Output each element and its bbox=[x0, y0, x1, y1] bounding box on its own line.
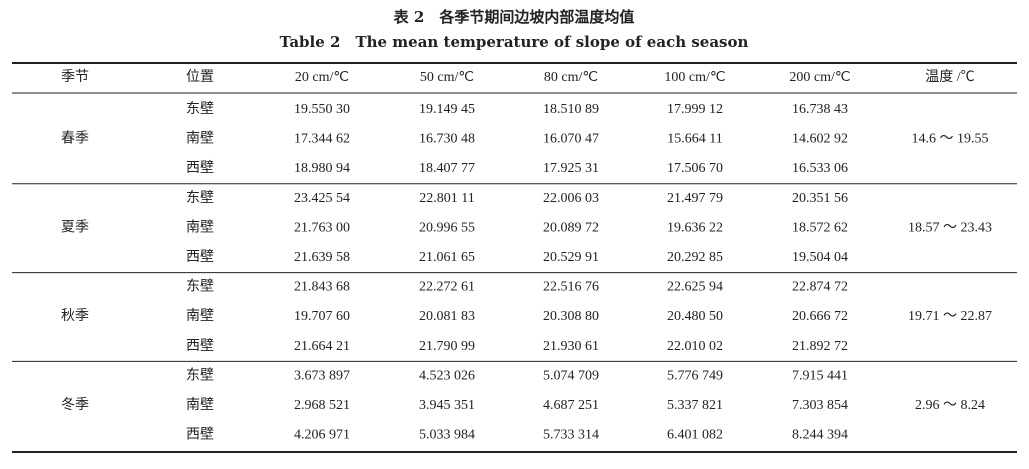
value-cell: 4.523 026 bbox=[419, 368, 475, 383]
value-cell: 16.738 43 bbox=[792, 102, 848, 117]
value-cell: 19.550 30 bbox=[294, 102, 350, 117]
value-cell: 3.673 897 bbox=[294, 368, 350, 383]
range-cell: 18.57 ～ 23.43 bbox=[908, 220, 992, 235]
header-cell: 50 cm/℃ bbox=[420, 70, 474, 85]
value-cell: 15.664 11 bbox=[667, 132, 722, 147]
value-cell: 20.292 85 bbox=[667, 250, 723, 265]
value-cell: 5.033 984 bbox=[419, 428, 475, 443]
header-cell: 温度 /℃ bbox=[925, 69, 974, 85]
header-cell: 20 cm/℃ bbox=[295, 70, 349, 85]
value-cell: 17.344 62 bbox=[294, 132, 350, 147]
value-cell: 18.407 77 bbox=[419, 161, 475, 176]
value-cell: 22.874 72 bbox=[792, 280, 848, 295]
value-cell: 23.425 54 bbox=[294, 191, 350, 206]
value-cell: 6.401 082 bbox=[667, 428, 723, 443]
range-cell: 14.6 ～ 19.55 bbox=[912, 132, 989, 147]
value-cell: 22.801 11 bbox=[419, 191, 474, 206]
value-cell: 21.639 58 bbox=[294, 250, 350, 265]
position-cell: 西壁 bbox=[186, 160, 214, 176]
value-cell: 5.776 749 bbox=[667, 368, 723, 383]
table-title: 表 2 各季节期间边坡内部温度均值 bbox=[394, 8, 635, 26]
header-cell: 位置 bbox=[186, 69, 214, 85]
value-cell: 21.790 99 bbox=[419, 339, 475, 354]
value-cell: 17.999 12 bbox=[667, 102, 723, 117]
position-cell: 西壁 bbox=[186, 427, 214, 443]
value-cell: 8.244 394 bbox=[792, 428, 848, 443]
value-cell: 4.206 971 bbox=[294, 428, 350, 443]
value-cell: 21.061 65 bbox=[419, 250, 475, 265]
value-cell: 2.968 521 bbox=[294, 398, 350, 413]
value-cell: 22.006 03 bbox=[543, 191, 599, 206]
value-cell: 19.636 22 bbox=[667, 220, 723, 235]
range-cell: 19.71 ～ 22.87 bbox=[908, 309, 992, 324]
value-cell: 17.925 31 bbox=[543, 161, 599, 176]
value-cell: 7.303 854 bbox=[792, 398, 848, 413]
value-cell: 21.664 21 bbox=[294, 339, 350, 354]
value-cell: 5.337 821 bbox=[667, 398, 723, 413]
season-cell: 冬季 bbox=[61, 397, 89, 413]
value-cell: 4.687 251 bbox=[543, 398, 599, 413]
value-cell: 5.074 709 bbox=[543, 368, 599, 383]
header-cell: 80 cm/℃ bbox=[544, 70, 598, 85]
value-cell: 20.480 50 bbox=[667, 309, 723, 324]
position-cell: 南壁 bbox=[186, 131, 214, 147]
position-cell: 南壁 bbox=[186, 219, 214, 235]
position-cell: 东壁 bbox=[186, 279, 214, 295]
position-cell: 东壁 bbox=[186, 101, 214, 117]
value-cell: 20.996 55 bbox=[419, 220, 475, 235]
value-cell: 20.351 56 bbox=[792, 191, 848, 206]
value-cell: 20.529 91 bbox=[543, 250, 599, 265]
header-cell: 季节 bbox=[61, 69, 89, 85]
header-cell: 100 cm/℃ bbox=[664, 70, 725, 85]
position-cell: 西壁 bbox=[186, 249, 214, 265]
value-cell: 16.070 47 bbox=[543, 132, 599, 147]
value-cell: 22.516 76 bbox=[543, 280, 599, 295]
position-cell: 南壁 bbox=[186, 308, 214, 324]
value-cell: 18.980 94 bbox=[294, 161, 350, 176]
value-cell: 16.730 48 bbox=[419, 132, 475, 147]
value-cell: 19.707 60 bbox=[294, 309, 350, 324]
value-cell: 21.930 61 bbox=[543, 339, 599, 354]
season-cell: 春季 bbox=[61, 131, 89, 147]
value-cell: 20.089 72 bbox=[543, 220, 599, 235]
value-cell: 22.010 02 bbox=[667, 339, 723, 354]
position-cell: 东壁 bbox=[186, 190, 214, 206]
value-cell: 18.510 89 bbox=[543, 102, 599, 117]
range-cell: 2.96 ～ 8.24 bbox=[915, 398, 985, 413]
value-cell: 21.843 68 bbox=[294, 280, 350, 295]
value-cell: 3.945 351 bbox=[419, 398, 475, 413]
value-cell: 7.915 441 bbox=[792, 368, 848, 383]
season-cell: 夏季 bbox=[61, 219, 89, 235]
value-cell: 17.506 70 bbox=[667, 161, 723, 176]
value-cell: 19.149 45 bbox=[419, 102, 475, 117]
value-cell: 14.602 92 bbox=[792, 132, 848, 147]
value-cell: 16.533 06 bbox=[792, 161, 848, 176]
value-cell: 18.572 62 bbox=[792, 220, 848, 235]
season-cell: 秋季 bbox=[61, 308, 89, 324]
value-cell: 5.733 314 bbox=[543, 428, 599, 443]
value-cell: 22.625 94 bbox=[667, 280, 723, 295]
value-cell: 21.497 79 bbox=[667, 191, 723, 206]
position-cell: 西壁 bbox=[186, 338, 214, 354]
value-cell: 19.504 04 bbox=[792, 250, 848, 265]
position-cell: 南壁 bbox=[186, 397, 214, 413]
value-cell: 21.763 00 bbox=[294, 220, 350, 235]
value-cell: 20.308 80 bbox=[543, 309, 599, 324]
value-cell: 21.892 72 bbox=[792, 339, 848, 354]
header-cell: 200 cm/℃ bbox=[789, 70, 850, 85]
position-cell: 东壁 bbox=[186, 367, 214, 383]
value-cell: 22.272 61 bbox=[419, 280, 475, 295]
value-cell: 20.666 72 bbox=[792, 309, 848, 324]
table-subtitle: Table 2 The mean temperature of slope of… bbox=[280, 33, 749, 51]
value-cell: 20.081 83 bbox=[419, 309, 475, 324]
